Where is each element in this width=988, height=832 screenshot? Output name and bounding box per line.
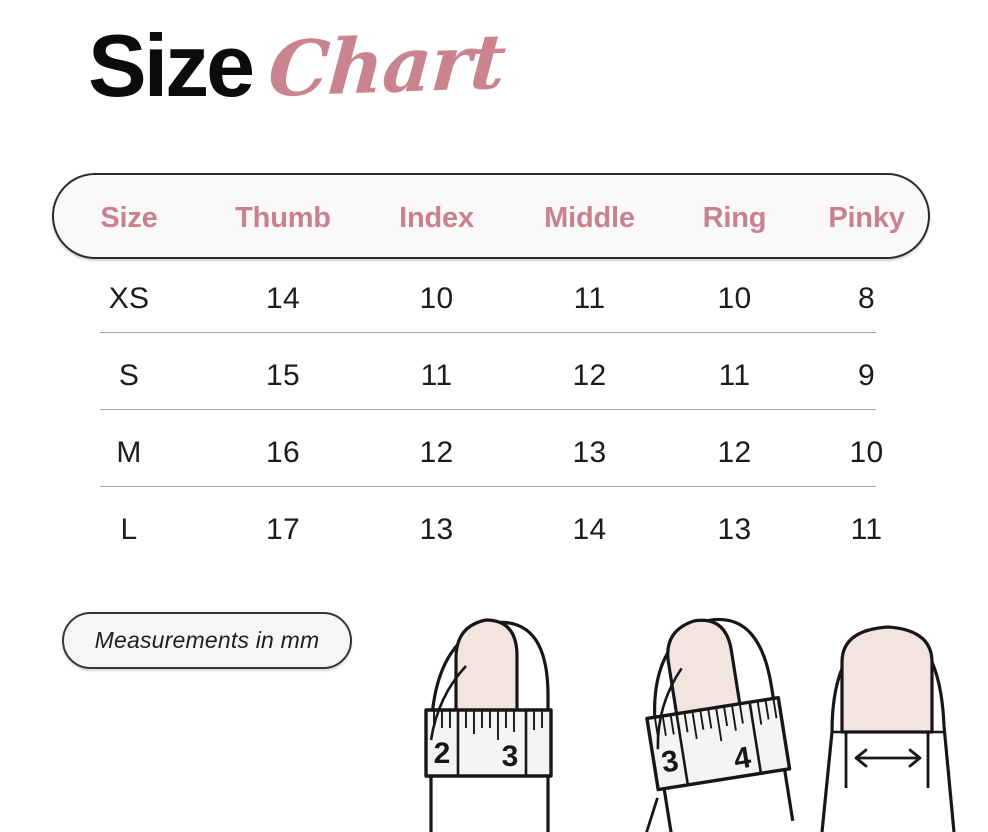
measurement-units-badge: Measurements in mm [62, 612, 352, 669]
column-header-pinky: Pinky [828, 201, 905, 234]
cell-index: 13 [419, 513, 454, 546]
cell-size: M [116, 436, 142, 469]
cell-size: S [118, 359, 140, 392]
table-row: L 17 13 14 13 11 [52, 515, 930, 547]
cell-index: 10 [419, 282, 454, 315]
row-divider [100, 486, 876, 487]
row-divider [100, 332, 876, 333]
cell-pinky: 11 [850, 513, 883, 546]
finger-with-width-arrow-icon [820, 625, 956, 832]
cell-index: 11 [420, 359, 453, 392]
page-title-primary: Size [88, 16, 255, 115]
cell-middle: 11 [573, 282, 606, 315]
cell-middle: 13 [572, 436, 607, 469]
finger-with-tape-measure-tilted-icon: 3 4 [641, 617, 795, 832]
tape-label-2: 2 [434, 737, 451, 770]
column-header-thumb: Thumb [235, 201, 331, 234]
cell-middle: 12 [572, 359, 607, 392]
cell-middle: 14 [572, 513, 607, 546]
cell-thumb: 14 [266, 282, 300, 315]
column-header-middle: Middle [544, 201, 635, 234]
table-header-pill [52, 173, 930, 259]
row-divider [100, 409, 876, 410]
cell-index: 12 [419, 436, 454, 469]
tape-label-3: 3 [659, 744, 681, 779]
cell-ring: 12 [717, 436, 752, 469]
cell-pinky: 8 [858, 282, 875, 315]
finger-with-tape-measure-left-icon: 2 3 [424, 618, 553, 832]
table-header-row: Size Thumb Index Middle Ring Pinky [52, 203, 930, 233]
measurement-units-label: Measurements in mm [94, 627, 320, 653]
finger-measurement-illustrations: 2 3 [386, 600, 988, 832]
tape-label-4: 4 [732, 741, 754, 776]
cell-thumb: 16 [266, 436, 300, 469]
table-row: XS 14 10 11 10 8 [52, 284, 930, 316]
table-row: S 15 11 12 11 9 [52, 361, 930, 393]
cell-size: L [120, 513, 138, 546]
column-header-ring: Ring [702, 201, 767, 234]
column-header-size: Size [100, 201, 158, 234]
cell-ring: 10 [717, 282, 752, 315]
page-title-accent: Chart [265, 16, 508, 114]
cell-thumb: 15 [266, 359, 300, 392]
cell-pinky: 9 [858, 359, 875, 392]
cell-ring: 13 [717, 513, 752, 546]
cell-pinky: 10 [849, 436, 884, 469]
tape-label-3: 3 [502, 740, 519, 773]
table-row: M 16 12 13 12 10 [52, 438, 930, 470]
cell-ring: 11 [718, 359, 751, 392]
column-header-index: Index [399, 201, 474, 234]
cell-thumb: 17 [266, 513, 300, 546]
width-arrow-icon [854, 748, 922, 768]
cell-size: XS [108, 282, 150, 315]
page-title: Size Chart [88, 16, 508, 132]
